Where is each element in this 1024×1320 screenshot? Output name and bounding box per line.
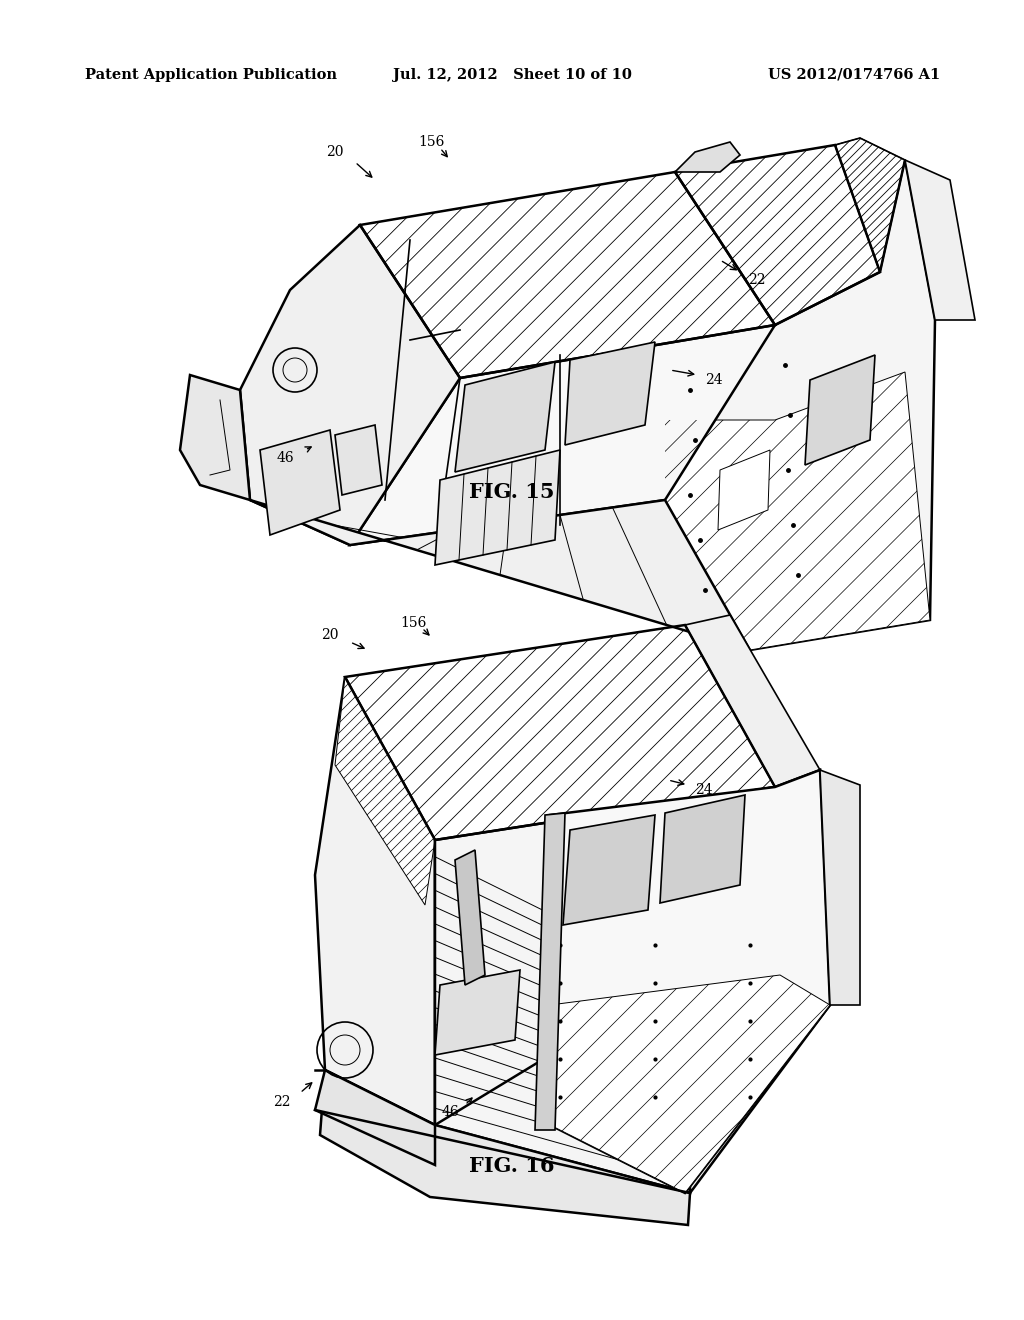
Polygon shape	[660, 795, 745, 903]
Polygon shape	[455, 362, 555, 473]
Polygon shape	[435, 450, 560, 565]
Polygon shape	[345, 624, 775, 840]
Text: 46: 46	[441, 1105, 459, 1119]
Polygon shape	[835, 139, 905, 272]
Text: 20: 20	[327, 145, 344, 158]
Text: 24: 24	[705, 374, 723, 387]
Polygon shape	[250, 500, 750, 649]
Text: 156: 156	[400, 616, 426, 630]
Polygon shape	[685, 615, 820, 787]
Text: 22: 22	[748, 273, 766, 286]
Text: FIG. 15: FIG. 15	[469, 482, 555, 502]
Polygon shape	[260, 430, 340, 535]
Polygon shape	[665, 160, 935, 649]
Polygon shape	[675, 143, 740, 172]
Text: 24: 24	[695, 783, 713, 797]
Polygon shape	[665, 372, 930, 649]
Polygon shape	[335, 425, 382, 495]
Polygon shape	[240, 224, 460, 545]
Polygon shape	[240, 224, 460, 545]
Text: Jul. 12, 2012   Sheet 10 of 10: Jul. 12, 2012 Sheet 10 of 10	[392, 69, 632, 82]
Text: Patent Application Publication: Patent Application Publication	[85, 69, 337, 82]
Text: 22: 22	[273, 1096, 291, 1109]
Polygon shape	[535, 813, 565, 1130]
Polygon shape	[319, 1071, 690, 1225]
Polygon shape	[563, 814, 655, 925]
Polygon shape	[905, 160, 975, 319]
Polygon shape	[565, 342, 655, 445]
Text: 156: 156	[418, 135, 444, 149]
Polygon shape	[820, 770, 860, 1005]
Text: US 2012/0174766 A1: US 2012/0174766 A1	[768, 69, 940, 82]
Polygon shape	[435, 840, 690, 1193]
Polygon shape	[675, 145, 880, 325]
Polygon shape	[335, 677, 435, 906]
Text: 20: 20	[322, 628, 339, 642]
Polygon shape	[435, 970, 520, 1055]
Polygon shape	[435, 770, 830, 1193]
Text: FIG. 16: FIG. 16	[469, 1156, 555, 1176]
Polygon shape	[455, 850, 485, 985]
Polygon shape	[180, 375, 250, 500]
Polygon shape	[360, 172, 775, 378]
Polygon shape	[805, 355, 874, 465]
Polygon shape	[718, 450, 770, 531]
Polygon shape	[350, 325, 775, 545]
Text: 46: 46	[276, 451, 294, 465]
Polygon shape	[315, 1071, 435, 1166]
Polygon shape	[550, 975, 830, 1193]
Polygon shape	[315, 677, 435, 1125]
Polygon shape	[550, 770, 830, 1193]
